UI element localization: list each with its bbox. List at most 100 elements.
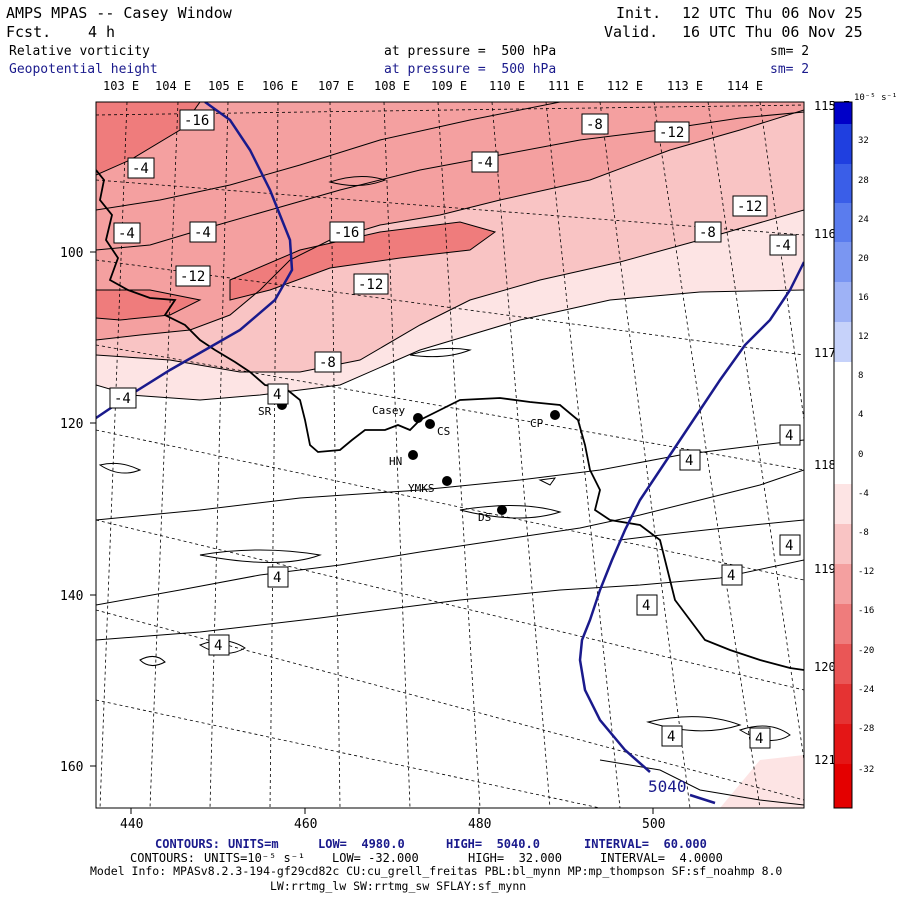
contour-label: 4	[679, 449, 701, 471]
contour-label: -4	[109, 387, 137, 409]
plot-title: AMPS MPAS -- Casey Window	[6, 4, 232, 22]
svg-text:-4: -4	[132, 161, 149, 177]
station-dot-cs[interactable]	[425, 419, 435, 429]
svg-text:106 E: 106 E	[262, 79, 298, 93]
station-dot-hn[interactable]	[408, 450, 418, 460]
svg-text:8: 8	[858, 371, 863, 381]
svg-text:4: 4	[727, 568, 735, 584]
svg-text:-32: -32	[858, 765, 874, 775]
svg-text:-8: -8	[319, 355, 336, 371]
contour-label: -8	[314, 351, 342, 373]
station-label-hn: HN	[389, 455, 402, 468]
valid-time: 16 UTC Thu 06 Nov 25	[682, 23, 863, 41]
station-dot-casey[interactable]	[413, 413, 423, 423]
station-dot-cp[interactable]	[550, 410, 560, 420]
svg-text:112 E: 112 E	[607, 79, 643, 93]
contour-label: -4	[769, 234, 797, 256]
field-name-height: Geopotential height	[9, 62, 158, 77]
station-label-ds: DS	[478, 511, 491, 524]
svg-text:114 E: 114 E	[727, 79, 763, 93]
svg-text:20: 20	[858, 254, 869, 264]
x-tick-480: 480	[468, 817, 491, 832]
contour-label: -16	[329, 221, 365, 243]
contour-label: 4	[267, 566, 289, 588]
svg-text:-12: -12	[858, 567, 874, 577]
svg-text:12: 12	[858, 332, 869, 342]
colorbar-labels: 32 28 24 20 16 12 8 4 0 -4 -8 -12 -16 -2…	[858, 136, 874, 775]
svg-text:-12: -12	[659, 125, 684, 141]
svg-text:4: 4	[685, 453, 693, 469]
station-label-casey: Casey	[372, 404, 405, 417]
contour-label: 4	[208, 634, 230, 656]
field-pressure-vorticity: at pressure = 500 hPa	[384, 44, 557, 59]
x-tick-460: 460	[294, 817, 317, 832]
svg-text:4: 4	[785, 428, 793, 444]
svg-text:-4: -4	[476, 155, 493, 171]
graticule	[96, 102, 804, 808]
field-smooth-height: sm= 2	[770, 62, 810, 77]
contour-label: -4	[471, 151, 499, 173]
contour-label: 4	[749, 727, 771, 749]
init-time: 12 UTC Thu 06 Nov 25	[682, 4, 863, 22]
svg-text:-8: -8	[858, 528, 869, 538]
svg-text:24: 24	[858, 215, 869, 225]
station-dot-ymks[interactable]	[442, 476, 452, 486]
station-label-sr: SR	[258, 405, 272, 418]
field-pressure-height: at pressure = 500 hPa	[384, 62, 557, 77]
svg-text:107 E: 107 E	[318, 79, 354, 93]
svg-text:-16: -16	[858, 606, 874, 616]
lon-labels-top: 103 E 104 E 105 E 106 E 107 E 108 E 109 …	[103, 79, 763, 93]
footer-height-low: LOW= 4980.0	[318, 837, 405, 851]
station-label-ymks: YMKS	[408, 482, 435, 495]
svg-text:110 E: 110 E	[489, 79, 525, 93]
footer-vort-low: LOW= -32.000	[332, 851, 419, 865]
stations	[277, 400, 560, 515]
svg-text:-12: -12	[358, 277, 383, 293]
vort-patch-se	[720, 755, 804, 808]
svg-text:0: 0	[858, 450, 863, 460]
svg-text:-24: -24	[858, 685, 874, 695]
x-tick-500: 500	[642, 817, 665, 832]
svg-text:4: 4	[642, 598, 650, 614]
footer-vort-interval: INTERVAL= 4.0000	[600, 851, 723, 865]
footer-height-units: UNITS=m	[228, 837, 279, 851]
contour-label: 4	[721, 564, 743, 586]
footer-height-high: HIGH= 5040.0	[446, 837, 540, 851]
svg-text:4: 4	[214, 638, 222, 654]
coastline	[96, 169, 804, 671]
contour-label: -4	[127, 157, 155, 179]
svg-text:-20: -20	[858, 646, 874, 656]
contour-label: -4	[113, 222, 141, 244]
y-tick-120: 120	[60, 417, 83, 432]
svg-text:104 E: 104 E	[155, 79, 191, 93]
svg-text:4: 4	[273, 387, 281, 403]
svg-text:109 E: 109 E	[431, 79, 467, 93]
station-dot-ds[interactable]	[497, 505, 507, 515]
contour-label: 4	[661, 725, 683, 747]
svg-text:4: 4	[667, 729, 675, 745]
footer-vort-units: UNITS=10⁻⁵ s⁻¹	[204, 851, 306, 865]
svg-text:-4: -4	[194, 225, 211, 241]
contour-label: -16	[179, 109, 215, 131]
valid-label: Valid.	[604, 23, 659, 41]
model-info: Model Info: MPASv8.2.3-194-gf29cd82c CU:…	[90, 864, 783, 878]
svg-text:28: 28	[858, 176, 869, 186]
contour-label: -8	[581, 113, 609, 135]
footer-height-interval: INTERVAL= 60.000	[584, 837, 707, 851]
svg-text:108 E: 108 E	[374, 79, 410, 93]
y-tick-100: 100	[60, 246, 83, 261]
svg-text:-12: -12	[180, 269, 205, 285]
svg-text:113 E: 113 E	[667, 79, 703, 93]
height-contour-east	[578, 261, 804, 773]
svg-text:32: 32	[858, 136, 869, 146]
contour-label: -12	[654, 121, 690, 143]
map-frame	[95, 101, 805, 809]
y-tick-140: 140	[60, 589, 83, 604]
contour-label: 4	[779, 534, 801, 556]
contour-label: -4	[189, 221, 217, 243]
contour-label: -8	[694, 221, 722, 243]
svg-text:4: 4	[785, 538, 793, 554]
field-name-vorticity: Relative vorticity	[9, 44, 150, 59]
height-contour-label: 5040	[648, 777, 687, 796]
svg-text:-8: -8	[699, 225, 716, 241]
